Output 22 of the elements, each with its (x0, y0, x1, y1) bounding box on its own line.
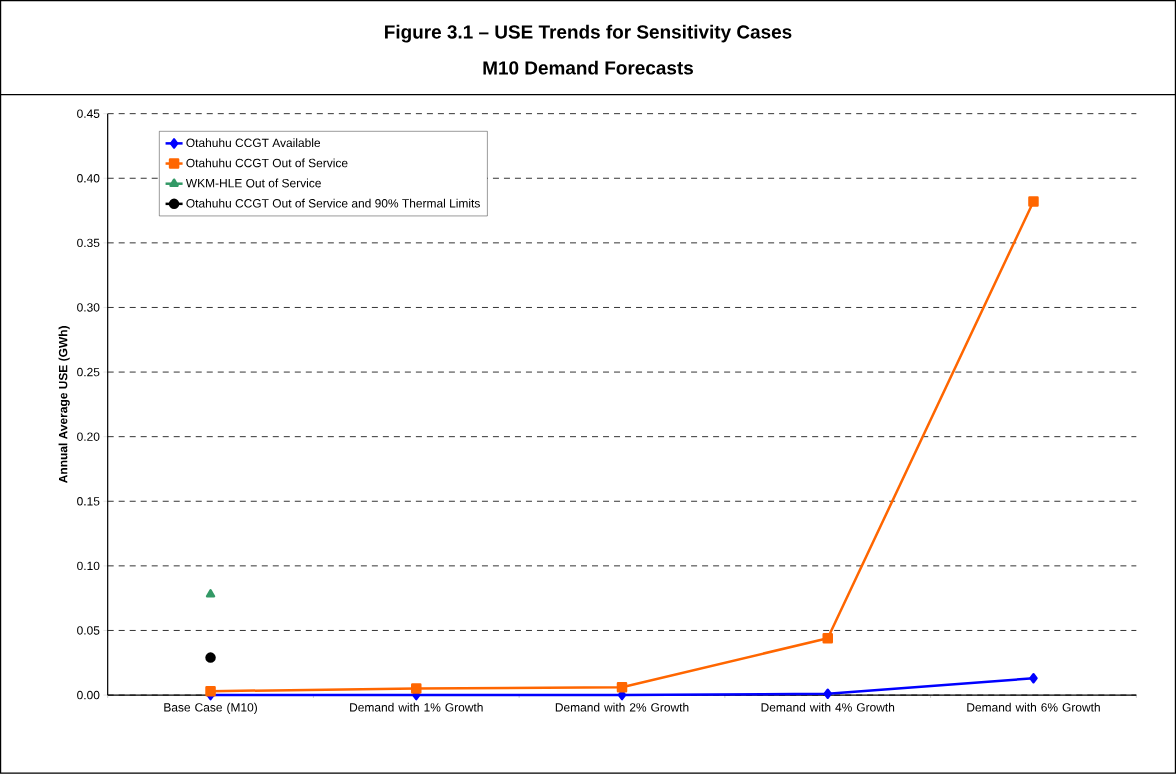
y-tick-label: 0.45 (77, 109, 100, 119)
chart-title: Figure 3.1 – USE Trends for Sensitivity Cases (385, 24, 792, 43)
x-tick-label: Demand with 6% Growth (967, 702, 1100, 712)
y-tick-label: 0.25 (77, 367, 100, 377)
y-tick-label: 0.00 (77, 690, 100, 700)
y-tick-label: 0.10 (77, 561, 100, 571)
y-tick-label: 0.15 (77, 497, 100, 506)
y-tick-label: 0.30 (77, 303, 100, 312)
y-tick-label: 0.20 (77, 432, 100, 442)
chart-subtitle: M10 Demand Forecasts (483, 60, 693, 75)
x-tick-label: Base Case (M10) (164, 702, 257, 715)
y-tick-label: 0.35 (77, 238, 100, 248)
y-axis-title: Annual Average USE (GWh) (58, 326, 70, 484)
y-tick-label: 0.40 (77, 174, 100, 183)
x-tick-label: Demand with 1% Growth (350, 702, 483, 712)
legend-label: Otahuhu CCGT Out of Service and 90% Thermal Limits (186, 198, 480, 208)
x-tick-label: Demand with 2% Growth (555, 702, 689, 712)
x-tick-label: Demand with 4% Growth (761, 702, 895, 712)
legend-label: Otahuhu CCGT Available (186, 138, 321, 148)
legend-label: Otahuhu CCGT Out of Service (186, 158, 348, 168)
legend-label: WKM-HLE Out of Service (185, 178, 321, 188)
y-tick-label: 0.05 (77, 626, 100, 635)
